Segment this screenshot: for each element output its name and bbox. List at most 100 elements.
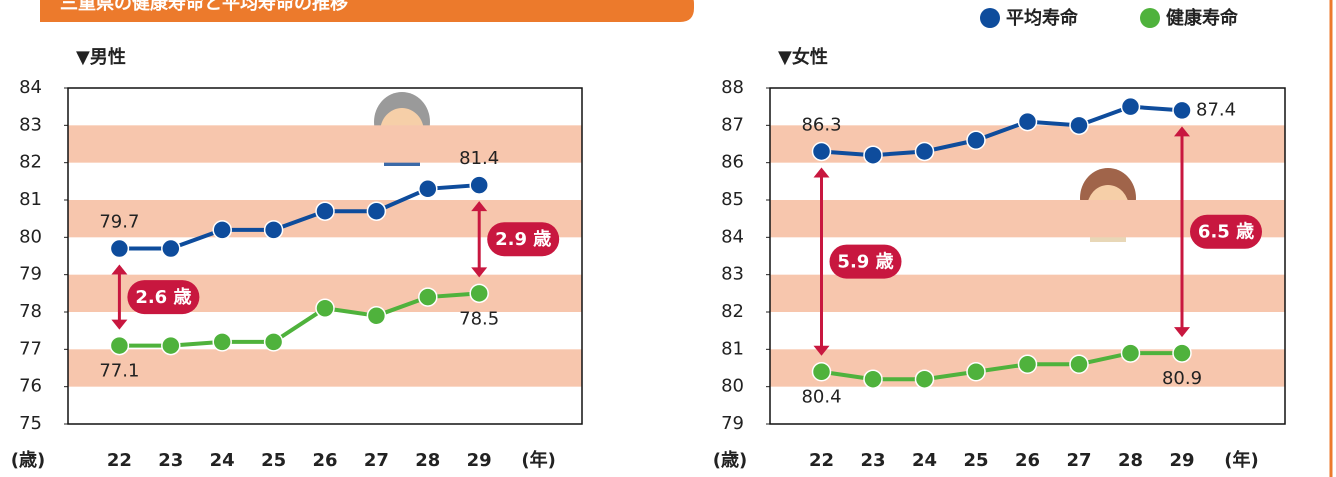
page: 三重県の健康寿命と平均寿命の推移 平均寿命 健康寿命 ▼男性 75 76 77 78 79 8… [0,0,1336,477]
y-axis-label: (歳) [11,450,45,471]
point [916,142,934,160]
x-tick-label: 28 [1118,450,1143,471]
point [1070,355,1088,373]
legend-label: 健康寿命 [1166,7,1239,29]
x-tick-label: 27 [364,450,389,471]
gap-label: 6.5 歳 [1198,222,1254,243]
page-title: 三重県の健康寿命と平均寿命の推移 [60,0,348,14]
gap-label: 5.9 歳 [837,252,893,273]
y-tick-label: 77 [19,338,42,359]
data-label: 78.5 [459,308,499,329]
point [110,337,128,355]
x-tick-label: 28 [415,450,440,471]
data-label: 80.4 [801,387,841,408]
y-tick-label: 79 [19,264,42,285]
point [110,240,128,258]
x-tick-label: 25 [261,450,286,471]
band [68,349,582,386]
point [813,363,831,381]
y-tick-label: 83 [721,264,744,285]
band [770,275,1285,312]
data-label: 79.7 [99,212,139,233]
y-tick-label: 80 [721,376,744,397]
point [316,299,334,317]
x-tick-label: 29 [1169,450,1194,471]
y-tick-label: 87 [721,114,744,135]
point [864,370,882,388]
point [265,333,283,351]
y-tick-label: 78 [19,301,42,322]
gap-label: 2.9 歳 [495,229,551,250]
data-label: 81.4 [459,148,499,169]
point [470,176,488,194]
point [1070,116,1088,134]
y-tick-label: 76 [19,376,42,397]
y-axis-label: (歳) [713,450,747,471]
point [316,202,334,220]
point [213,333,231,351]
y-tick-label: 85 [721,189,744,210]
data-label: 77.1 [99,361,139,382]
point [916,370,934,388]
y-tick-label: 81 [721,338,744,359]
x-tick-label: 24 [912,450,937,471]
x-axis-label: (年) [521,449,555,471]
x-tick-label: 26 [312,450,337,471]
gap-arrowhead [111,265,127,275]
x-tick-label: 27 [1066,450,1091,471]
x-axis-label: (年) [1224,449,1258,471]
x-tick-label: 23 [860,450,885,471]
gap-arrowhead [1174,327,1190,337]
band [68,125,582,162]
x-tick-label: 24 [210,450,235,471]
x-tick-label: 26 [1015,450,1040,471]
y-tick-label: 82 [721,301,744,322]
gap-arrowhead [814,167,830,177]
y-tick-label: 83 [19,114,42,135]
data-label: 87.4 [1196,99,1236,120]
point [213,221,231,239]
gap-arrowhead [111,320,127,330]
gap-label: 2.6 歳 [135,287,191,308]
point [1019,113,1037,131]
y-tick-label: 82 [19,152,42,173]
point [1019,355,1037,373]
chart-subtitle: ▼女性 [778,46,828,68]
y-tick-label: 80 [19,226,42,247]
y-tick-label: 86 [721,152,744,173]
point [864,146,882,164]
point [1122,344,1140,362]
point [813,142,831,160]
y-tick-label: 88 [721,77,744,98]
y-tick-label: 79 [721,413,744,434]
y-tick-label: 81 [19,189,42,210]
point [367,202,385,220]
chart-subtitle: ▼男性 [76,46,126,68]
legend: 平均寿命 健康寿命 [980,7,1239,29]
point [367,307,385,325]
point [967,131,985,149]
point [419,288,437,306]
point [967,363,985,381]
point [1122,98,1140,116]
point [1173,101,1191,119]
point [162,337,180,355]
x-tick-label: 22 [809,450,834,471]
legend-marker [980,8,1000,28]
x-tick-label: 22 [107,450,132,471]
y-tick-label: 75 [19,413,42,434]
x-tick-label: 23 [158,450,183,471]
data-label: 86.3 [801,114,841,135]
x-tick-label: 25 [963,450,988,471]
point [265,221,283,239]
point [470,284,488,302]
y-tick-label: 84 [721,226,744,247]
y-tick-label: 84 [19,77,42,98]
x-tick-label: 29 [467,450,492,471]
data-label: 80.9 [1162,368,1202,389]
point [162,240,180,258]
legend-marker [1140,8,1160,28]
legend-label: 平均寿命 [1006,7,1079,29]
point [419,180,437,198]
point [1173,344,1191,362]
